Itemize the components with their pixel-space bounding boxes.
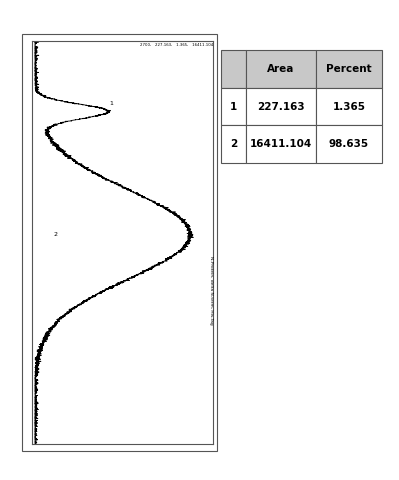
Text: 2700,   227.163,   1.365,   16411.104: 2700, 227.163, 1.365, 16411.104 xyxy=(140,43,213,47)
Text: Percent: Percent xyxy=(326,64,372,74)
Text: 1: 1 xyxy=(230,102,237,111)
Text: 227.163: 227.163 xyxy=(257,102,305,111)
Text: 2: 2 xyxy=(230,139,237,149)
Text: 1: 1 xyxy=(109,101,113,106)
Text: Area: Area xyxy=(267,64,295,74)
Text: 98.635: 98.635 xyxy=(329,139,369,149)
Text: 2: 2 xyxy=(53,232,57,237)
Text: 16411.104: 16411.104 xyxy=(250,139,312,149)
Text: 1.365: 1.365 xyxy=(332,102,365,111)
Text: N-Protein, delta N-term, His-Tag: N-Protein, delta N-term, His-Tag xyxy=(209,256,213,325)
